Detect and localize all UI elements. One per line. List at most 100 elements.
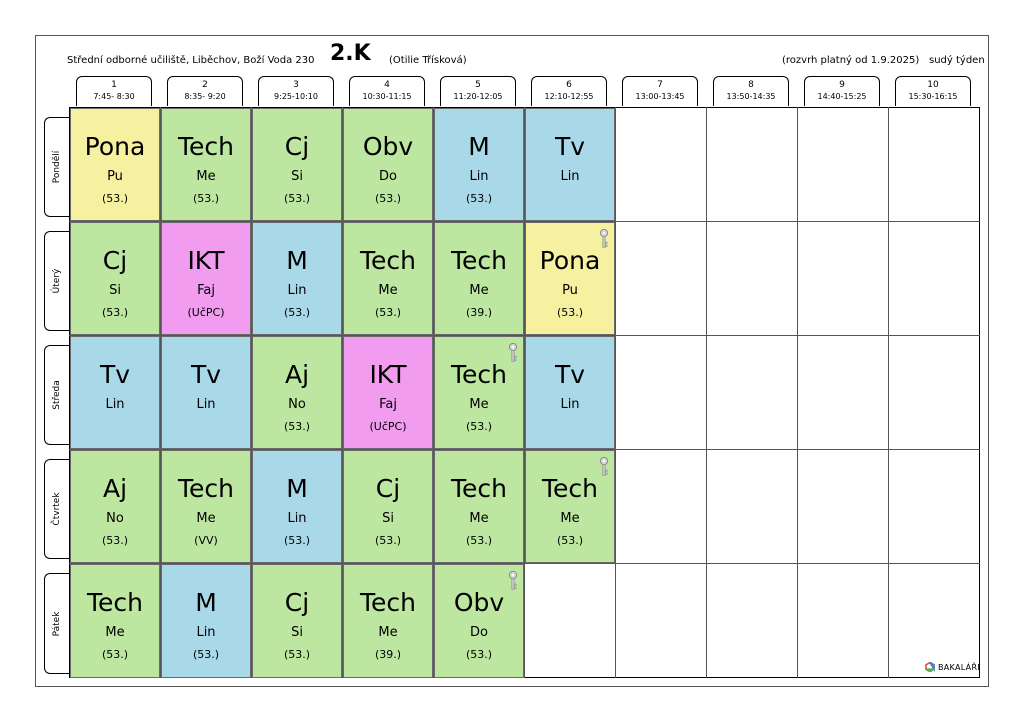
grid-column-divider xyxy=(797,107,798,678)
lesson-cell[interactable]: Tv Lin xyxy=(70,336,160,449)
lesson-cell[interactable]: Tv Lin xyxy=(525,336,615,449)
lesson-cell[interactable]: Tech Me (53.) xyxy=(161,108,251,221)
lesson-teacher: Me xyxy=(469,283,489,298)
lesson-cell[interactable]: Tech Me (VV) xyxy=(161,450,251,563)
lesson-room: (53.) xyxy=(465,420,493,433)
lesson-cell[interactable]: Tech Me (39.) xyxy=(434,222,524,335)
lesson-cell[interactable]: Cj Si (53.) xyxy=(252,564,342,678)
lesson-cell[interactable]: IKT Faj (UčPC) xyxy=(343,336,433,449)
lesson-teacher: Me xyxy=(196,169,216,184)
lesson-teacher: Lin xyxy=(287,511,307,526)
bakalari-logo-icon xyxy=(925,662,935,672)
lesson-teacher: Si xyxy=(382,511,394,526)
class-teacher: (Otilie Třísková) xyxy=(389,55,467,66)
lesson-cell[interactable]: Cj Si (53.) xyxy=(343,450,433,563)
lesson-cell[interactable]: Pona Pu (53.) xyxy=(70,108,160,221)
lesson-subject: M xyxy=(286,474,308,503)
lesson-cell[interactable]: Tech Me (53.) xyxy=(343,222,433,335)
lesson-cell[interactable]: Cj Si (53.) xyxy=(252,108,342,221)
lesson-subject: Cj xyxy=(284,588,310,617)
period-time: 14:40-15:25 xyxy=(817,92,867,101)
lesson-cell[interactable]: Tv Lin xyxy=(161,336,251,449)
lesson-subject: Obv xyxy=(453,588,505,617)
lesson-subject: Tv xyxy=(554,360,586,389)
lesson-subject: Pona xyxy=(84,132,146,161)
lesson-cell[interactable]: M Lin (53.) xyxy=(434,108,524,221)
lesson-subject: Cj xyxy=(375,474,401,503)
period-time: 13:00-13:45 xyxy=(635,92,685,101)
lesson-subject: Cj xyxy=(284,132,310,161)
lesson-cell[interactable]: Aj No (53.) xyxy=(252,336,342,449)
lesson-subject: IKT xyxy=(369,360,407,389)
lesson-cell[interactable]: Aj No (53.) xyxy=(70,450,160,563)
lesson-subject: M xyxy=(468,132,490,161)
lesson-cell[interactable]: Tech Me (53.) xyxy=(70,564,160,678)
key-icon xyxy=(508,342,518,364)
lesson-subject: M xyxy=(286,246,308,275)
lesson-cell[interactable]: Tech Me (53.) xyxy=(434,336,524,449)
period-number: 9 xyxy=(839,80,845,90)
period-tab: 8 13:50-14:35 xyxy=(713,76,789,106)
timetable-sheet xyxy=(35,35,989,687)
grid-column-divider xyxy=(160,107,161,678)
period-time: 8:35- 9:20 xyxy=(184,92,226,101)
lesson-cell[interactable]: Obv Do (53.) xyxy=(343,108,433,221)
lesson-cell[interactable]: IKT Faj (UčPC) xyxy=(161,222,251,335)
period-number: 6 xyxy=(566,80,572,90)
period-time: 15:30-16:15 xyxy=(908,92,958,101)
period-number: 8 xyxy=(748,80,754,90)
period-number: 7 xyxy=(657,80,663,90)
bakalari-logo: BAKALÁŘI xyxy=(925,662,980,672)
day-tab: Úterý xyxy=(44,231,69,331)
lesson-teacher: No xyxy=(288,397,306,412)
grid-row-divider xyxy=(69,449,980,450)
lesson-cell[interactable]: M Lin (53.) xyxy=(252,450,342,563)
lesson-subject: IKT xyxy=(187,246,225,275)
lesson-room: (UčPC) xyxy=(187,306,225,319)
grid-column-divider xyxy=(524,107,525,678)
lesson-subject: Tv xyxy=(554,132,586,161)
lesson-teacher: Lin xyxy=(560,397,580,412)
lesson-teacher: Faj xyxy=(197,283,215,298)
lesson-subject: Cj xyxy=(102,246,128,275)
lesson-room: (53.) xyxy=(101,648,129,661)
lesson-room: (VV) xyxy=(194,534,218,547)
lesson-subject: Tv xyxy=(99,360,131,389)
lesson-subject: Aj xyxy=(102,474,128,503)
lesson-room: (UčPC) xyxy=(369,420,407,433)
lesson-room: (53.) xyxy=(101,534,129,547)
valid-from: (rozvrh platný od 1.9.2025) xyxy=(782,55,920,66)
lesson-teacher: No xyxy=(106,511,124,526)
week-type: sudý týden xyxy=(929,55,985,66)
lesson-subject: Tech xyxy=(178,474,234,503)
lesson-room: (39.) xyxy=(465,306,493,319)
lesson-cell[interactable]: Obv Do (53.) xyxy=(434,564,524,678)
day-tab: Pátek xyxy=(44,573,69,674)
lesson-room: (39.) xyxy=(374,648,402,661)
lesson-room: (53.) xyxy=(101,192,129,205)
lesson-subject: Tech xyxy=(451,474,507,503)
period-tab: 10 15:30-16:15 xyxy=(895,76,971,106)
lesson-room: (53.) xyxy=(465,648,493,661)
period-tab: 9 14:40-15:25 xyxy=(804,76,880,106)
lesson-cell[interactable]: M Lin (53.) xyxy=(161,564,251,678)
lesson-cell[interactable]: Pona Pu (53.) xyxy=(525,222,615,335)
lesson-teacher: Do xyxy=(470,625,488,640)
lesson-cell[interactable]: Tv Lin xyxy=(525,108,615,221)
grid-column-divider xyxy=(706,107,707,678)
key-icon xyxy=(508,570,518,592)
lesson-cell[interactable]: Cj Si (53.) xyxy=(70,222,160,335)
lesson-teacher: Pu xyxy=(562,283,578,298)
lesson-teacher: Lin xyxy=(196,397,216,412)
lesson-teacher: Me xyxy=(560,511,580,526)
lesson-cell[interactable]: M Lin (53.) xyxy=(252,222,342,335)
lesson-cell[interactable]: Tech Me (53.) xyxy=(525,450,615,563)
period-tab: 2 8:35- 9:20 xyxy=(167,76,243,106)
lesson-teacher: Me xyxy=(196,511,216,526)
grid-column-divider xyxy=(342,107,343,678)
lesson-subject: Tech xyxy=(360,246,416,275)
grid-row-divider xyxy=(69,335,980,336)
lesson-subject: Pona xyxy=(539,246,601,275)
lesson-cell[interactable]: Tech Me (39.) xyxy=(343,564,433,678)
lesson-cell[interactable]: Tech Me (53.) xyxy=(434,450,524,563)
